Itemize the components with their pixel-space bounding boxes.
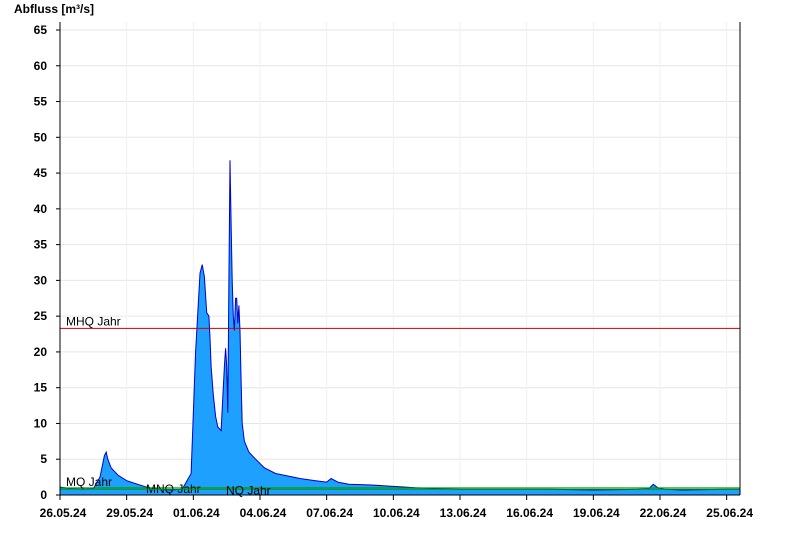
x-tick-label: 01.06.24 — [173, 506, 220, 520]
y-tick-label: 40 — [34, 202, 48, 216]
y-tick-label: 10 — [34, 416, 48, 430]
discharge-area — [60, 160, 740, 495]
x-tick-label: 19.06.24 — [573, 506, 620, 520]
y-tick-label: 60 — [34, 59, 48, 73]
x-tick-label: 26.05.24 — [40, 506, 87, 520]
x-tick-label: 04.06.24 — [240, 506, 287, 520]
y-tick-label: 15 — [34, 381, 48, 395]
y-tick-label: 45 — [34, 166, 48, 180]
x-tick-label: 22.06.24 — [640, 506, 687, 520]
y-tick-label: 55 — [34, 95, 48, 109]
x-tick-label: 13.06.24 — [440, 506, 487, 520]
ref-line-label: MQ Jahr — [66, 475, 112, 489]
x-tick-label: 16.06.24 — [506, 506, 553, 520]
y-tick-label: 50 — [34, 130, 48, 144]
y-axis-ticks: 0 5 10 15 20 25 30 35 40 45 50 55 60 65 — [34, 23, 60, 502]
y-tick-label: 25 — [34, 309, 48, 323]
discharge-line — [59, 160, 740, 491]
y-axis-title: Abfluss [m³/s] — [14, 2, 94, 16]
plot-area — [59, 160, 740, 495]
y-tick-label: 30 — [34, 273, 48, 287]
x-tick-label: 10.06.24 — [373, 506, 420, 520]
axes-frame — [59, 22, 741, 496]
ref-line-label: MHQ Jahr — [66, 314, 121, 328]
y-tick-label: 20 — [34, 345, 48, 359]
x-tick-label: 25.06.24 — [706, 506, 753, 520]
y-tick-label: 35 — [34, 238, 48, 252]
x-axis-ticks: 26.05.24 29.05.24 01.06.24 04.06.24 07.06.24… — [40, 495, 753, 520]
y-tick-label: 0 — [40, 488, 47, 502]
y-tick-label: 65 — [34, 23, 48, 37]
x-tick-label: 29.05.24 — [106, 506, 153, 520]
ref-line-label: NQ Jahr — [226, 483, 271, 497]
x-tick-label: 07.06.24 — [306, 506, 353, 520]
y-tick-label: 5 — [40, 452, 47, 466]
grid — [59, 22, 740, 495]
